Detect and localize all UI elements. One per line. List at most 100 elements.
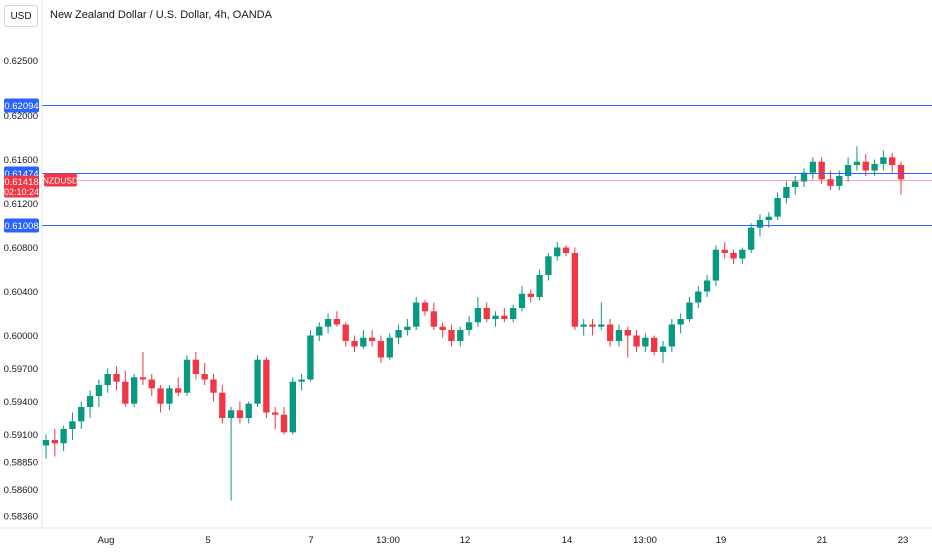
candle-body bbox=[448, 330, 455, 341]
candle-body bbox=[333, 319, 341, 325]
candle bbox=[747, 223, 755, 253]
candle bbox=[712, 245, 720, 286]
candle-body bbox=[465, 322, 473, 330]
candle bbox=[113, 366, 120, 391]
candle bbox=[668, 319, 675, 352]
candle-body bbox=[589, 324, 596, 327]
candle-body bbox=[668, 324, 675, 347]
candle bbox=[60, 425, 67, 451]
candle-body bbox=[404, 326, 411, 330]
price-label-text: 0.61474 bbox=[4, 169, 38, 180]
candle bbox=[289, 377, 296, 435]
candle bbox=[739, 247, 746, 264]
candle-body bbox=[254, 359, 261, 404]
candle-body bbox=[774, 198, 781, 217]
candle-body bbox=[139, 377, 147, 380]
candle bbox=[78, 401, 85, 429]
candle bbox=[95, 379, 103, 407]
candle-body bbox=[492, 315, 499, 319]
candle-body bbox=[580, 324, 587, 327]
candle bbox=[104, 368, 111, 393]
candle bbox=[527, 289, 534, 303]
candle bbox=[492, 311, 499, 327]
candle bbox=[351, 335, 358, 352]
candle bbox=[404, 319, 411, 336]
countdown-text: 02:10:24 bbox=[4, 187, 39, 197]
candle-body bbox=[210, 379, 217, 393]
price-tick-label: 0.60800 bbox=[4, 243, 38, 254]
price-tick-label: 0.60400 bbox=[4, 287, 38, 298]
candle bbox=[86, 390, 94, 418]
price-axis[interactable]: 0.62500 0.62000 0.61600 0.61200 0.60800 0.604… bbox=[4, 56, 38, 522]
candle-body bbox=[457, 330, 464, 341]
candle bbox=[421, 300, 429, 316]
candle bbox=[897, 161, 905, 195]
horizontal-lines[interactable] bbox=[42, 105, 932, 226]
candle bbox=[333, 311, 341, 327]
candle bbox=[474, 297, 482, 327]
candle-body bbox=[413, 302, 420, 327]
candle-body bbox=[562, 247, 570, 253]
candle bbox=[483, 302, 490, 323]
candle-body bbox=[509, 308, 517, 319]
candle-body bbox=[51, 440, 58, 444]
candle bbox=[122, 370, 129, 407]
candle-body bbox=[316, 326, 323, 336]
candle-body bbox=[686, 302, 693, 319]
candle bbox=[615, 324, 623, 347]
currency-label: USD bbox=[10, 10, 32, 22]
candle-body bbox=[800, 172, 808, 182]
candle bbox=[263, 357, 270, 418]
candle-body bbox=[642, 337, 649, 347]
candle bbox=[360, 330, 367, 349]
candle bbox=[324, 313, 332, 334]
candle-body bbox=[695, 291, 702, 303]
price-tick-label: 0.62500 bbox=[4, 56, 38, 67]
candle-body bbox=[157, 388, 164, 404]
candle-body bbox=[615, 330, 623, 341]
time-tick-label: 12 bbox=[460, 535, 471, 546]
candle-body bbox=[280, 414, 288, 433]
candle-body bbox=[483, 308, 490, 319]
candle bbox=[457, 326, 464, 347]
candle-body bbox=[175, 388, 182, 393]
price-tick-label: 0.58360 bbox=[4, 511, 38, 522]
candle bbox=[642, 333, 649, 352]
candle-body bbox=[871, 163, 878, 171]
candle bbox=[509, 304, 517, 323]
candle bbox=[695, 286, 702, 308]
candle-body bbox=[307, 335, 314, 380]
candle-body bbox=[554, 247, 561, 257]
time-axis[interactable]: Aug 5 7 13:00 12 14 13:00 19 21 23 bbox=[98, 535, 909, 546]
candle bbox=[298, 374, 305, 391]
candle-body bbox=[659, 346, 667, 352]
candle bbox=[686, 297, 693, 323]
candle bbox=[844, 157, 852, 182]
candle bbox=[439, 322, 446, 338]
time-tick-label: 19 bbox=[716, 535, 727, 546]
candle bbox=[219, 385, 226, 424]
candle-body bbox=[236, 410, 244, 418]
candle-body bbox=[712, 249, 720, 281]
current-price-box bbox=[4, 175, 39, 198]
currency-button[interactable]: USD bbox=[4, 5, 38, 27]
candle-body bbox=[86, 396, 94, 407]
candle-body bbox=[756, 220, 764, 228]
candle bbox=[783, 181, 790, 204]
candle-body bbox=[386, 337, 393, 358]
candle-body bbox=[571, 253, 579, 327]
candle bbox=[368, 330, 376, 347]
candle bbox=[342, 322, 349, 347]
candle-body bbox=[853, 161, 861, 165]
candle bbox=[254, 355, 261, 407]
candle-body bbox=[104, 374, 111, 385]
candle bbox=[69, 412, 76, 440]
candle bbox=[818, 157, 825, 184]
candle-body bbox=[518, 293, 526, 308]
candle-body bbox=[844, 165, 852, 176]
candle bbox=[606, 319, 614, 347]
candle-body bbox=[862, 161, 869, 171]
